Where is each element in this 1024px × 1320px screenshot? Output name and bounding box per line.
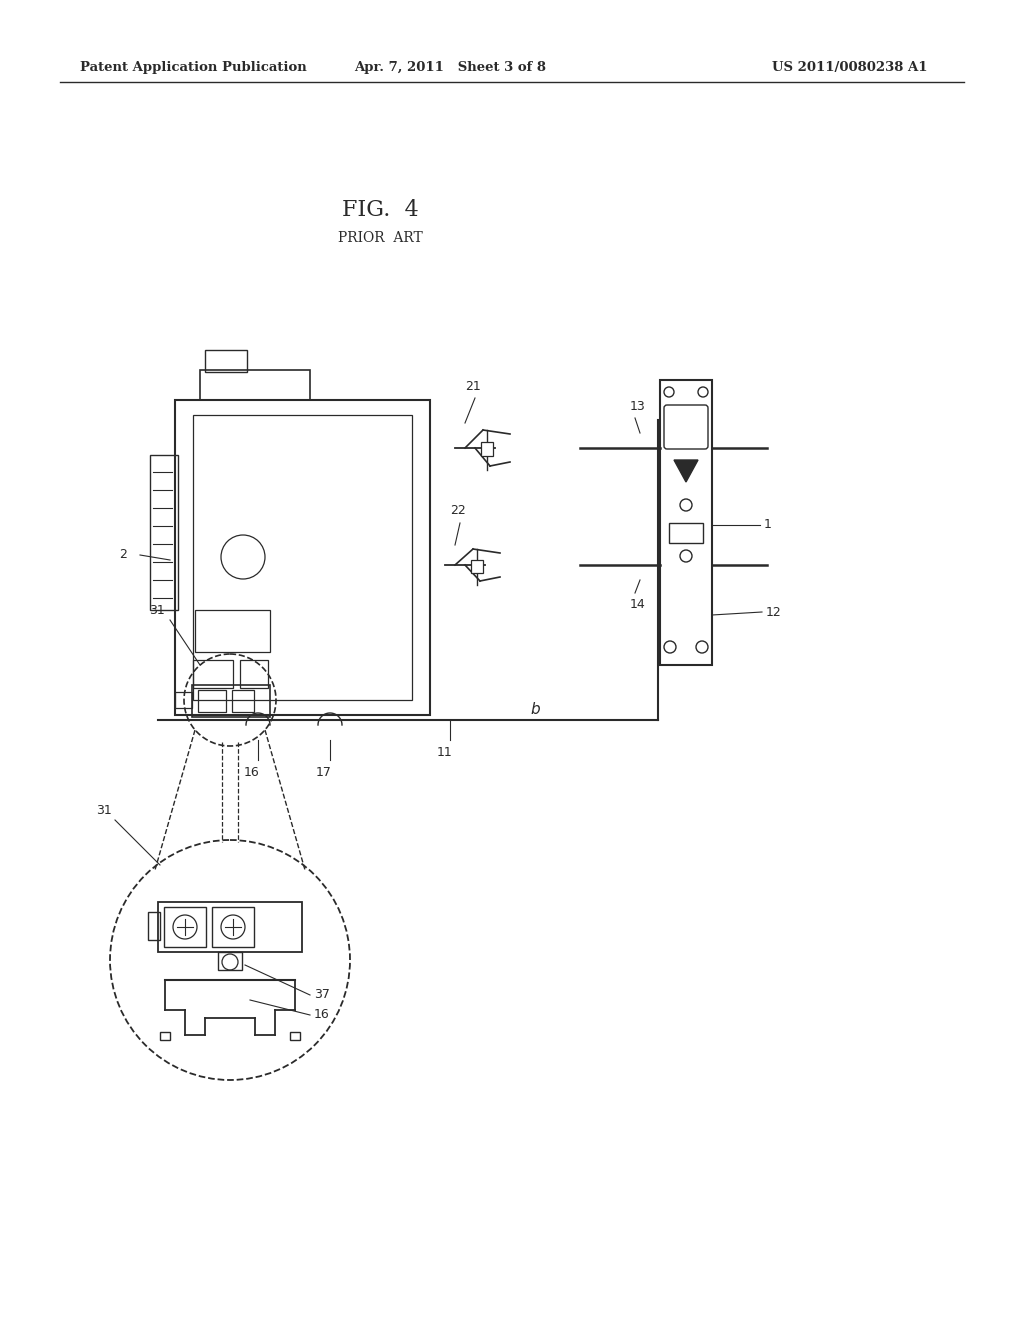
Bar xyxy=(160,1032,170,1040)
Bar xyxy=(669,523,703,543)
Text: PRIOR  ART: PRIOR ART xyxy=(338,231,422,246)
Bar xyxy=(193,685,270,717)
Bar xyxy=(158,902,302,952)
Bar xyxy=(150,455,178,610)
Text: 31: 31 xyxy=(96,804,112,817)
Text: 1: 1 xyxy=(764,519,772,532)
Text: Apr. 7, 2011   Sheet 3 of 8: Apr. 7, 2011 Sheet 3 of 8 xyxy=(354,62,546,74)
Text: 17: 17 xyxy=(316,766,332,779)
Bar xyxy=(200,370,310,400)
FancyBboxPatch shape xyxy=(664,405,708,449)
Bar xyxy=(240,660,268,688)
Bar xyxy=(195,610,270,652)
Text: b: b xyxy=(530,702,540,718)
Bar xyxy=(205,350,247,372)
Text: 37: 37 xyxy=(314,989,330,1002)
Text: 11: 11 xyxy=(437,746,453,759)
Bar xyxy=(148,912,160,940)
Circle shape xyxy=(110,840,350,1080)
Bar xyxy=(193,660,233,688)
Bar xyxy=(232,690,254,711)
Text: 21: 21 xyxy=(465,380,481,392)
Polygon shape xyxy=(674,459,698,482)
Text: Patent Application Publication: Patent Application Publication xyxy=(80,62,307,74)
Text: 14: 14 xyxy=(630,598,646,611)
Bar xyxy=(164,907,206,946)
Bar xyxy=(198,690,226,711)
Text: 16: 16 xyxy=(314,1008,330,1022)
Bar xyxy=(212,907,254,946)
Bar xyxy=(481,442,493,455)
Text: 13: 13 xyxy=(630,400,646,412)
Bar xyxy=(218,952,242,970)
Bar xyxy=(175,692,193,708)
Bar xyxy=(660,380,712,665)
Bar xyxy=(175,400,430,715)
Text: US 2011/0080238 A1: US 2011/0080238 A1 xyxy=(772,62,928,74)
Text: 16: 16 xyxy=(244,766,260,779)
Text: 22: 22 xyxy=(451,504,466,517)
Text: 2: 2 xyxy=(119,549,127,561)
Text: 31: 31 xyxy=(150,603,165,616)
Bar xyxy=(290,1032,300,1040)
Text: FIG.  4: FIG. 4 xyxy=(342,199,419,220)
Text: 12: 12 xyxy=(766,606,781,619)
Bar xyxy=(193,414,412,700)
Bar xyxy=(471,560,483,573)
